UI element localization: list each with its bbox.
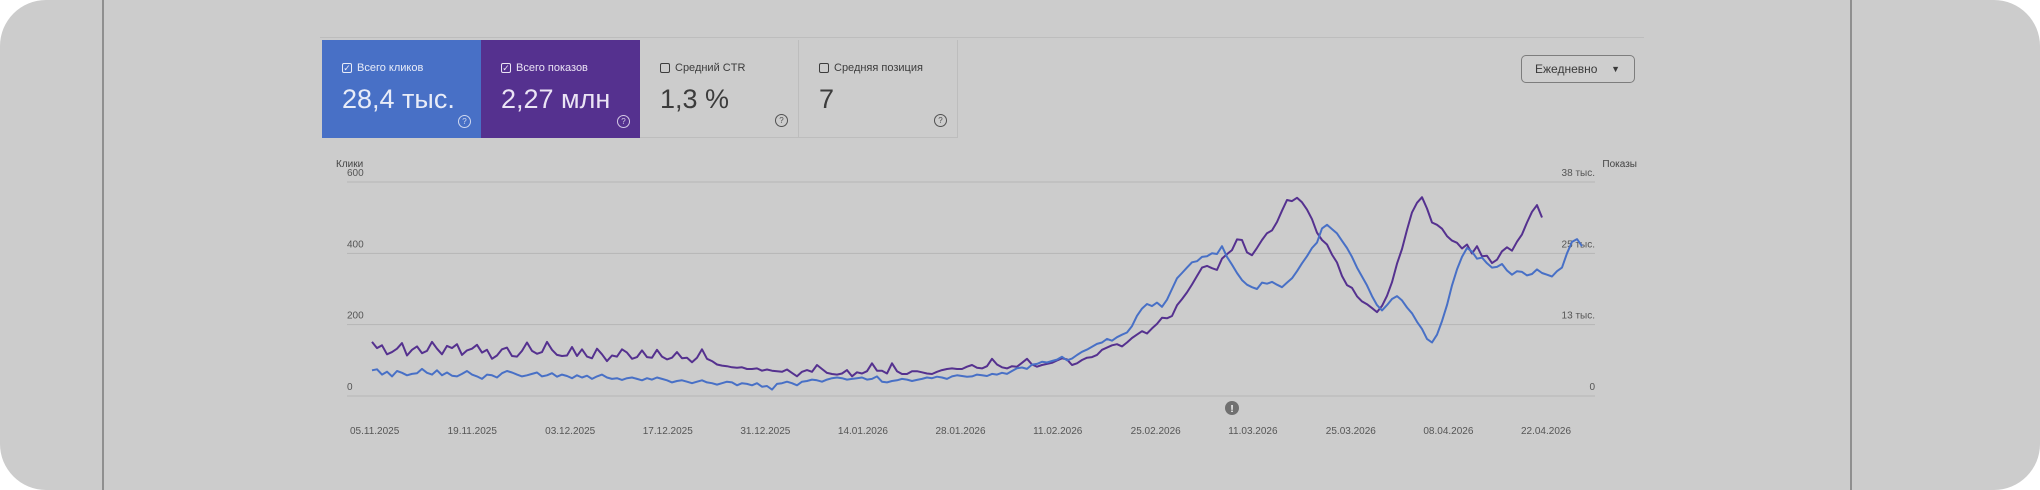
metric-value: 1,3 % — [660, 84, 730, 114]
chevron-down-icon: ▼ — [1611, 64, 1620, 74]
x-axis-tick: 19.11.2025 — [448, 426, 498, 437]
period-dropdown-label: Ежедневно — [1535, 62, 1598, 76]
x-axis-tick: 31.12.2025 — [740, 426, 790, 437]
metric-label-text: Всего кликов — [357, 62, 424, 74]
x-axis-tick: 17.12.2025 — [643, 426, 693, 437]
metric-label: ✓ Всего показов — [501, 62, 588, 74]
right-axis-tick: 25 тыс. — [1562, 239, 1595, 250]
panel-top-border — [320, 37, 1644, 38]
metric-value: 2,27 млн — [501, 84, 611, 114]
help-icon[interactable]: ? — [934, 114, 947, 127]
help-icon[interactable]: ? — [775, 114, 788, 127]
x-axis-tick: 22.04.2026 — [1521, 426, 1571, 437]
series-line-impressions — [371, 196, 1543, 378]
left-axis-tick: 600 — [347, 168, 364, 179]
x-axis-tick: 25.02.2026 — [1131, 426, 1181, 437]
period-dropdown[interactable]: Ежедневно ▼ — [1521, 55, 1635, 83]
frame-divider-left — [102, 0, 104, 490]
series-line-clicks — [371, 223, 1583, 391]
help-icon[interactable]: ? — [617, 115, 630, 128]
x-axis-tick: 11.02.2026 — [1033, 426, 1083, 437]
checkbox-unchecked-icon[interactable] — [660, 63, 670, 73]
left-axis-tick: 0 — [347, 382, 353, 393]
metric-label: Средняя позиция — [819, 62, 923, 74]
help-icon[interactable]: ? — [458, 115, 471, 128]
x-axis-tick: 28.01.2026 — [935, 426, 985, 437]
checkbox-checked-icon[interactable]: ✓ — [342, 63, 352, 73]
frame-divider-right — [1850, 0, 1852, 490]
checkbox-unchecked-icon[interactable] — [819, 63, 829, 73]
right-axis-tick: 13 тыс. — [1562, 311, 1595, 322]
x-axis-tick: 25.03.2026 — [1326, 426, 1376, 437]
metric-value: 7 — [819, 84, 835, 114]
metric-card-position[interactable]: Средняя позиция 7 ? — [799, 40, 958, 138]
metric-cards: ✓ Всего кликов 28,4 тыс. ? ✓ Всего показ… — [322, 40, 958, 140]
right-axis-tick: 0 — [1589, 382, 1595, 393]
x-axis-tick: 11.03.2026 — [1228, 426, 1278, 437]
annotation-marker-icon — [1225, 401, 1239, 415]
left-axis-tick: 400 — [347, 239, 364, 250]
right-axis-title: Показы — [1602, 159, 1637, 170]
x-axis-tick: 14.01.2026 — [838, 426, 888, 437]
checkbox-checked-icon[interactable]: ✓ — [501, 63, 511, 73]
x-axis-tick: 05.11.2025 — [350, 426, 400, 437]
metric-label-text: Средний CTR — [675, 62, 746, 74]
metric-label: ✓ Всего кликов — [342, 62, 423, 74]
right-axis-tick: 38 тыс. — [1562, 168, 1595, 179]
metric-card-clicks[interactable]: ✓ Всего кликов 28,4 тыс. ? — [322, 40, 481, 138]
metric-value: 28,4 тыс. — [342, 84, 455, 114]
annotation-marker-label: ! — [1230, 404, 1233, 415]
left-axis-tick: 200 — [347, 311, 364, 322]
x-axis-tick: 03.12.2025 — [545, 426, 595, 437]
metric-card-impressions[interactable]: ✓ Всего показов 2,27 млн ? — [481, 40, 640, 138]
metric-card-ctr[interactable]: Средний CTR 1,3 % ? — [640, 40, 799, 138]
left-axis-title: Клики — [336, 159, 363, 170]
metric-label-text: Средняя позиция — [834, 62, 923, 74]
performance-panel: ✓ Всего кликов 28,4 тыс. ? ✓ Всего показ… — [322, 40, 1646, 450]
x-axis-tick: 08.04.2026 — [1423, 426, 1473, 437]
performance-chart: 600 38 тыс. 400 25 тыс. 200 13 тыс. 0 0 Клики Пок… — [336, 159, 1637, 437]
metric-label-text: Всего показов — [516, 62, 588, 74]
metric-label: Средний CTR — [660, 62, 745, 74]
